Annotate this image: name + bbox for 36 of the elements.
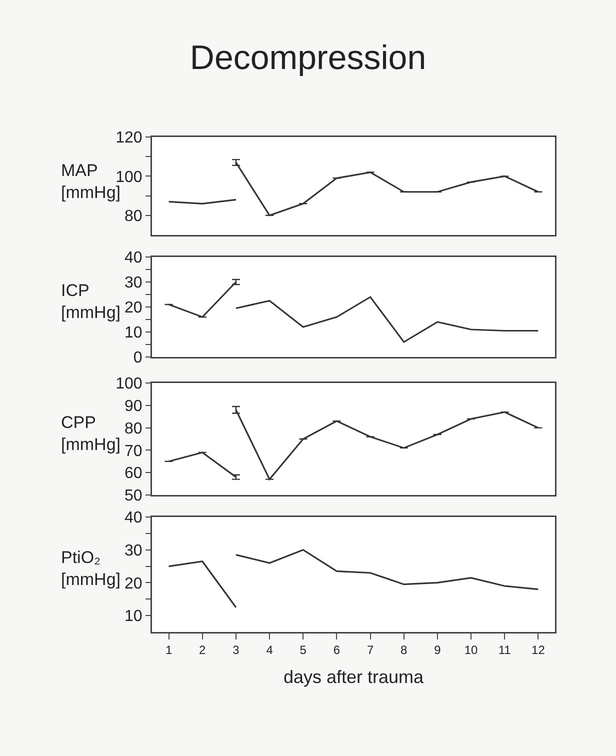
y-tick-label: 80 <box>124 208 142 225</box>
y-tick-label: 30 <box>124 274 142 292</box>
x-tick-label: 11 <box>498 642 512 657</box>
y-axis-title: ICP [mmHg] <box>61 281 120 322</box>
y-axis-title: PtiO₂ [mmHg] <box>61 548 120 590</box>
line-series <box>235 296 540 343</box>
x-tick-label: 2 <box>199 642 206 657</box>
y-tick-label: 40 <box>124 250 142 267</box>
x-axis-title: days after trauma <box>283 666 425 687</box>
y-tick-label: 80 <box>124 420 142 438</box>
x-tick-label: 5 <box>300 642 307 657</box>
y-tick-label: 70 <box>124 442 142 460</box>
y-tick-label: 10 <box>124 324 142 342</box>
y-tick-label: 50 <box>124 488 142 505</box>
chart-title: Decompression <box>190 38 426 77</box>
x-tick-label: 4 <box>266 642 274 657</box>
y-tick-label: 10 <box>124 608 142 626</box>
y-tick-label: 20 <box>124 300 142 317</box>
x-tick-label: 8 <box>400 642 408 657</box>
x-tick-label: 6 <box>333 642 340 657</box>
y-tick-label: 0 <box>133 350 142 367</box>
x-tick-label: 7 <box>366 642 374 657</box>
y-tick-label: 20 <box>124 575 142 592</box>
x-tick-label: 10 <box>464 642 478 657</box>
y-tick-label: 100 <box>116 376 142 393</box>
y-tick-label: 40 <box>124 510 142 527</box>
x-tick-label: 12 <box>532 642 546 657</box>
x-tick-label: 3 <box>232 642 240 657</box>
y-tick-label: 60 <box>124 465 142 482</box>
x-tick-label: 9 <box>434 642 442 657</box>
line-series <box>235 549 540 590</box>
y-tick-label: 30 <box>124 542 142 560</box>
y-tick-label: 90 <box>124 398 142 415</box>
y-axis-title: CPP [mmHg] <box>61 413 120 454</box>
y-tick-label: 120 <box>116 130 142 147</box>
x-tick-label: 1 <box>165 642 172 657</box>
